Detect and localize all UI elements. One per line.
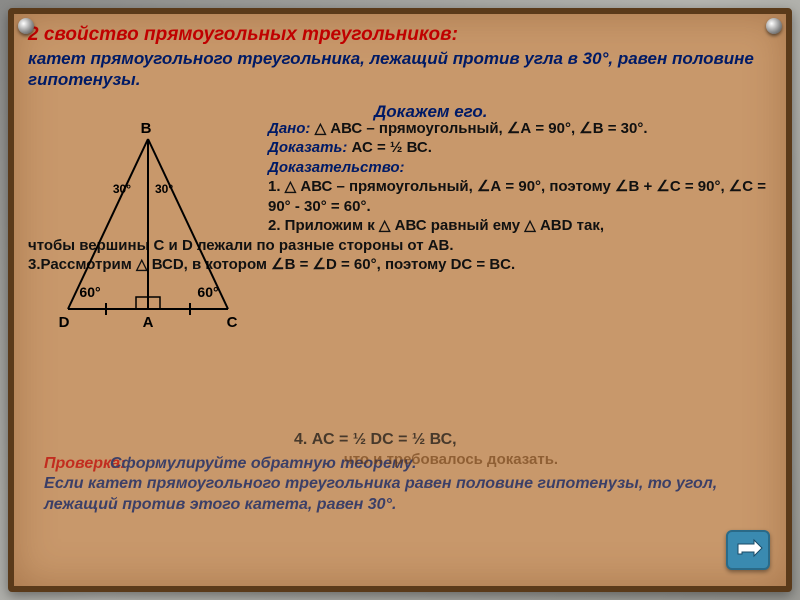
proof-step-4: 4. АС = ½ DC = ½ ВС, (294, 430, 457, 451)
prove-row-text: АС = ½ ВС. (352, 139, 432, 156)
angle-30-left: 30° (113, 182, 131, 196)
qed-text: что и требовалось доказать. (344, 451, 558, 468)
pin-top-right (766, 18, 782, 34)
proof-step-1: 1. △ АВС – прямоугольный, ∠А = 90°, поэт… (268, 177, 772, 216)
vertex-d: D (59, 314, 70, 331)
proof-text-column: Дано: △ АВС – прямоугольный, ∠А = 90°, ∠… (268, 119, 772, 354)
next-button[interactable] (726, 530, 770, 570)
angle-60-right: 60° (197, 284, 218, 300)
arrow-return-icon (728, 532, 768, 568)
diagram-column: В D А С 30° 30° 60° 60° (28, 119, 268, 354)
content-row: В D А С 30° 30° 60° 60° Дано: △ АВС – пр… (28, 119, 772, 354)
vertex-a: А (143, 314, 154, 331)
theorem-statement: катет прямоугольного треугольника, лежащ… (28, 48, 772, 91)
angle-60-left: 60° (79, 284, 100, 300)
prove-row-label: Доказать: (268, 139, 347, 156)
angle-30-right: 30° (155, 182, 173, 196)
given-label: Дано: (268, 120, 310, 137)
prove-row: Доказать: АС = ½ ВС. (268, 138, 772, 158)
vertex-c: С (227, 314, 238, 331)
vertex-b: В (141, 120, 152, 137)
triangle-diagram: В D А С 30° 30° 60° 60° (28, 119, 258, 349)
cork-board: 2 свойство прямоугольных треугольников: … (8, 8, 792, 592)
proof-step-2: 2. Приложим к △ АВС равный ему △ АВD так… (268, 216, 772, 236)
prove-it-label: Докажем его. (374, 102, 487, 122)
pin-top-left (18, 18, 34, 34)
heading: 2 свойство прямоугольных треугольников: (28, 24, 772, 46)
given-text: △ АВС – прямоугольный, ∠А = 90°, ∠В = 30… (315, 120, 648, 137)
proof-label: Доказательство: (268, 158, 772, 178)
reverse-statement: Если катет прямоугольного треугольника р… (44, 475, 717, 513)
given-row: Дано: △ АВС – прямоугольный, ∠А = 90°, ∠… (268, 119, 772, 139)
